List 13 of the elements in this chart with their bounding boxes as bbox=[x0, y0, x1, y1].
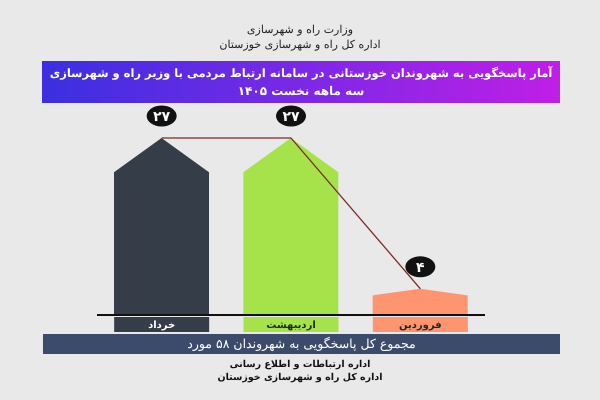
x-tick-label: خرداد bbox=[148, 320, 176, 332]
text: اداره کل راه و شهرسازی خوزستان bbox=[218, 37, 382, 52]
data-label: ۴ bbox=[416, 260, 426, 276]
x-tick-label: اردیبهشت bbox=[266, 320, 316, 332]
text: وزارت راه و شهرسازی bbox=[246, 22, 354, 37]
data-label: ۲۷ bbox=[282, 109, 300, 126]
chart-subtitle: سه ماهه نخست ۱۴۰۵ bbox=[236, 83, 366, 100]
chart-title: آمار پاسخگویی به شهروندان خوزستانی در سامانه ارتباط مردمی با وزیر راه و شهرسازی bbox=[48, 65, 554, 82]
x-tick-label: فروردین bbox=[399, 320, 442, 332]
text: اداره ارتباطات و اطلاع رسانی bbox=[228, 358, 372, 371]
text: مجموع کل پاسخگویی به شهروندان ۵۸ مورد bbox=[43, 334, 560, 354]
text: اداره کل راه و شهرسازی خوزستان bbox=[216, 371, 384, 384]
data-label: ۲۷ bbox=[153, 109, 171, 126]
